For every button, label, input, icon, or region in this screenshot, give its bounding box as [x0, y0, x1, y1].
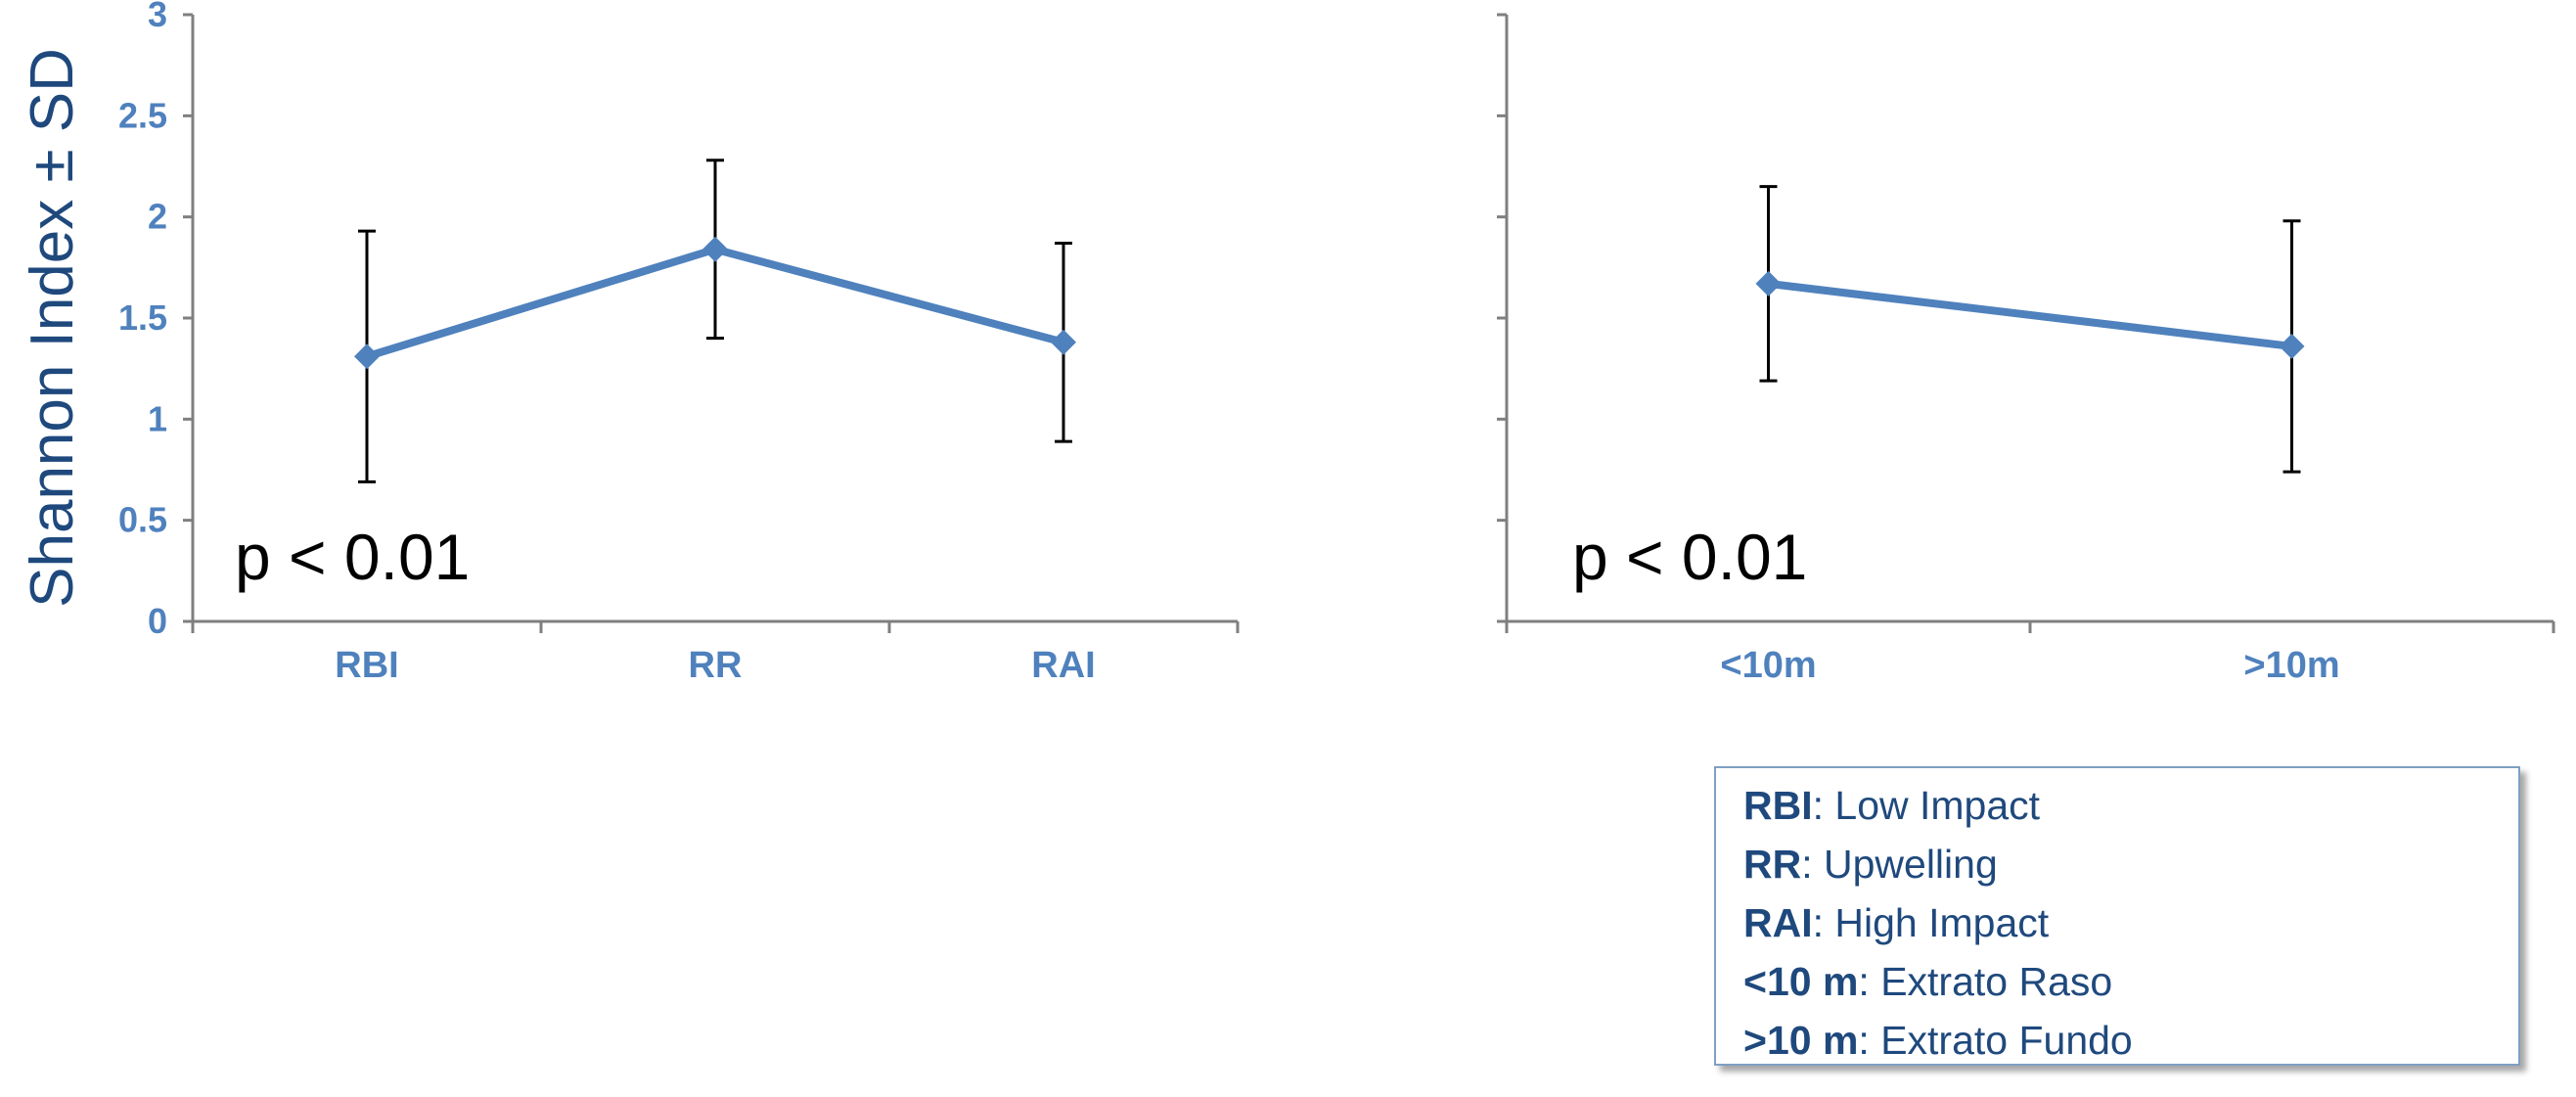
data-point-marker: [1051, 329, 1076, 355]
y-tick-label: 3: [148, 0, 167, 34]
legend-item: RBI: Low Impact: [1743, 783, 2041, 828]
data-point-marker: [1755, 270, 1782, 297]
right-panel: <10m >10m p < 0.01: [1497, 13, 2555, 686]
legend-box: RBI: Low Impact RR: Upwelling RAI: High …: [1714, 766, 2520, 1066]
data-point-marker: [354, 343, 380, 370]
y-tick-label: 0: [148, 601, 167, 641]
y-tick-label: 2.5: [118, 95, 167, 135]
x-category-label: RBI: [335, 645, 398, 686]
y-tick-label: 0.5: [118, 500, 167, 540]
y-tick-label: 1.5: [118, 297, 167, 338]
left-panel: 0 0.5 1 1.5 2 2.5 3 RBI RR RAI p < 0.01: [118, 0, 1240, 686]
y-tick-label: 2: [148, 197, 167, 237]
data-point-marker: [2279, 333, 2305, 359]
x-category-label: RAI: [1031, 645, 1095, 686]
legend-item: <10 m: Extrato Raso: [1743, 959, 2113, 1004]
x-category-label: >10m: [2243, 645, 2339, 686]
p-value-annotation: p < 0.01: [1572, 521, 1807, 593]
legend-item: RR: Upwelling: [1743, 842, 1998, 887]
series-line: [1768, 279, 2292, 350]
x-category-label: <10m: [1720, 645, 1816, 686]
legend-item: >10 m: Extrato Fundo: [1743, 1018, 2133, 1063]
legend-item: RAI: High Impact: [1743, 900, 2050, 945]
y-axis-label: Shannon Index ± SD: [19, 48, 86, 608]
y-tick-label: 1: [148, 398, 167, 438]
x-category-label: RR: [689, 645, 743, 686]
data-point-marker: [702, 236, 728, 262]
p-value-annotation: p < 0.01: [235, 521, 470, 593]
